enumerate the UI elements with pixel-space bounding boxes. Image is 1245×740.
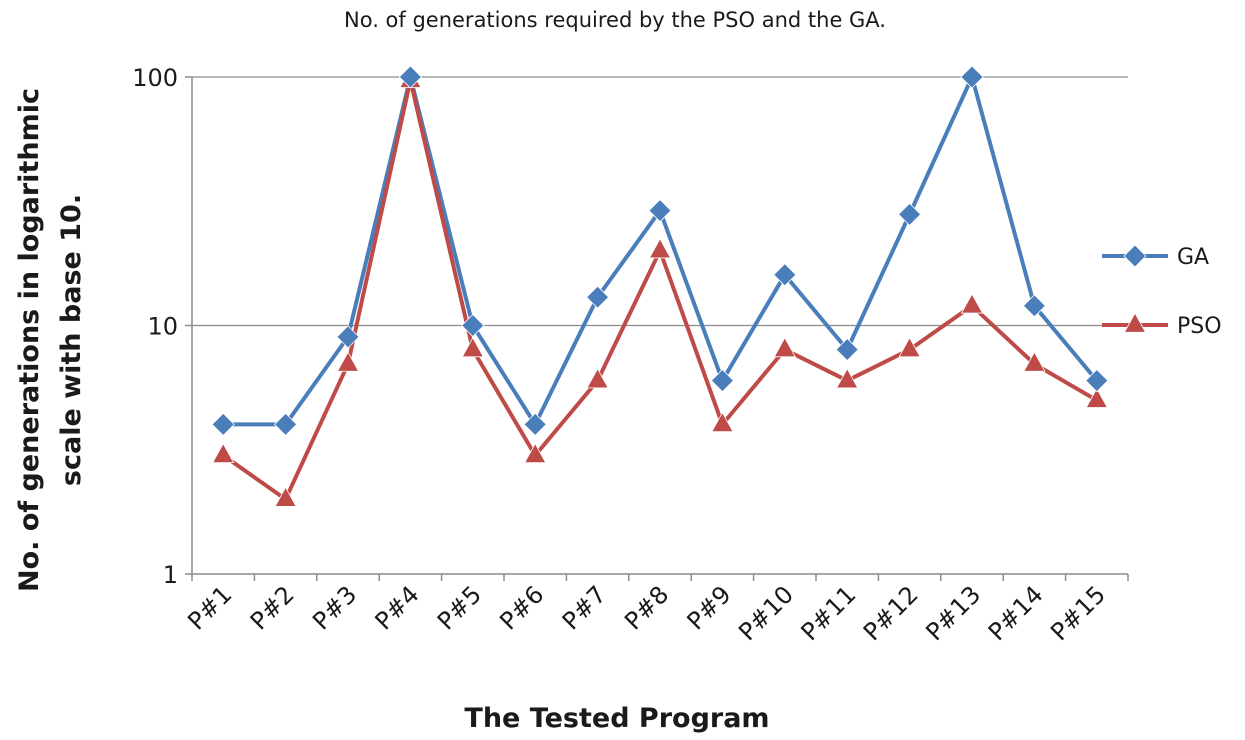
x-tick-label: P#6 — [494, 580, 549, 635]
data-point-ga-p12 — [898, 202, 922, 226]
data-point-pso-p11 — [836, 368, 859, 389]
data-point-pso-p8 — [648, 238, 672, 259]
data-point-ga-p5 — [461, 313, 485, 338]
legend: GA PSO — [1102, 244, 1222, 339]
data-point-pso-p3 — [336, 351, 360, 372]
data-point-pso-p15 — [1085, 387, 1108, 408]
legend-marker-pso — [1123, 312, 1147, 333]
x-tick-label: P#2 — [245, 580, 300, 635]
data-point-pso-p10 — [773, 336, 796, 358]
x-tick-label: P#5 — [432, 580, 487, 635]
y-tick-labels: 1 10 100 — [132, 64, 178, 589]
series-line-pso — [221, 78, 1099, 502]
x-tick-label: P#11 — [796, 580, 862, 646]
x-tick-label: P#1 — [182, 580, 237, 635]
x-tick-label: P#12 — [858, 580, 924, 646]
x-tick-label: P#7 — [557, 580, 612, 635]
data-point-pso-p12 — [898, 336, 921, 358]
data-point-ga-p13 — [960, 65, 984, 89]
data-point-pso-p2 — [274, 486, 297, 507]
x-tick-label: P#14 — [983, 580, 1049, 646]
x-tick-label: P#3 — [307, 580, 362, 635]
chart-title: No. of generations required by the PSO a… — [344, 8, 886, 32]
series-markers — [211, 65, 1109, 507]
data-point-pso-p6 — [524, 442, 547, 464]
legend-marker-ga — [1123, 244, 1147, 268]
data-point-ga-p3 — [336, 325, 360, 349]
y-axis-title-line-1: No. of generations in logarithmic — [14, 88, 45, 592]
data-point-ga-p9 — [710, 369, 734, 393]
x-tick-label: P#4 — [370, 580, 425, 635]
series-lines — [221, 75, 1099, 502]
x-tick-label: P#13 — [920, 580, 986, 646]
legend-label-pso: PSO — [1177, 314, 1222, 339]
data-point-ga-p2 — [274, 412, 298, 436]
data-point-ga-p4 — [398, 65, 422, 89]
y-tick-label: 10 — [147, 313, 178, 341]
data-point-pso-p1 — [212, 442, 235, 464]
y-tick-label: 100 — [132, 64, 178, 92]
data-point-ga-p7 — [586, 285, 610, 309]
data-point-ga-p6 — [523, 412, 547, 436]
data-point-pso-p9 — [711, 411, 734, 433]
y-axis-title-line-2: scale with base 10. — [56, 194, 87, 486]
data-point-pso-p13 — [960, 293, 984, 314]
data-point-ga-p8 — [648, 199, 672, 223]
data-point-pso-p7 — [586, 368, 609, 389]
x-axis-title: The Tested Program — [464, 703, 769, 734]
x-tick-label: P#15 — [1045, 580, 1111, 646]
x-tick-labels: P#1 P#2 P#3 P#4 P#5 P#6 P#7 P#8 P#9P#10P#11P#12P… — [182, 580, 1111, 646]
x-tick-label: P#10 — [733, 580, 799, 646]
y-tick-label: 1 — [163, 561, 178, 589]
data-point-ga-p10 — [773, 263, 797, 287]
axes — [185, 76, 1129, 581]
x-tick-label: P#8 — [619, 580, 674, 635]
legend-label-ga: GA — [1177, 245, 1209, 270]
data-point-ga-p1 — [211, 412, 235, 436]
data-point-ga-p15 — [1085, 369, 1109, 393]
data-point-pso-p14 — [1023, 351, 1046, 372]
data-point-ga-p14 — [1022, 294, 1046, 318]
x-tick-label: P#9 — [682, 580, 737, 635]
data-point-ga-p11 — [835, 338, 859, 362]
data-point-pso-p5 — [461, 336, 484, 358]
